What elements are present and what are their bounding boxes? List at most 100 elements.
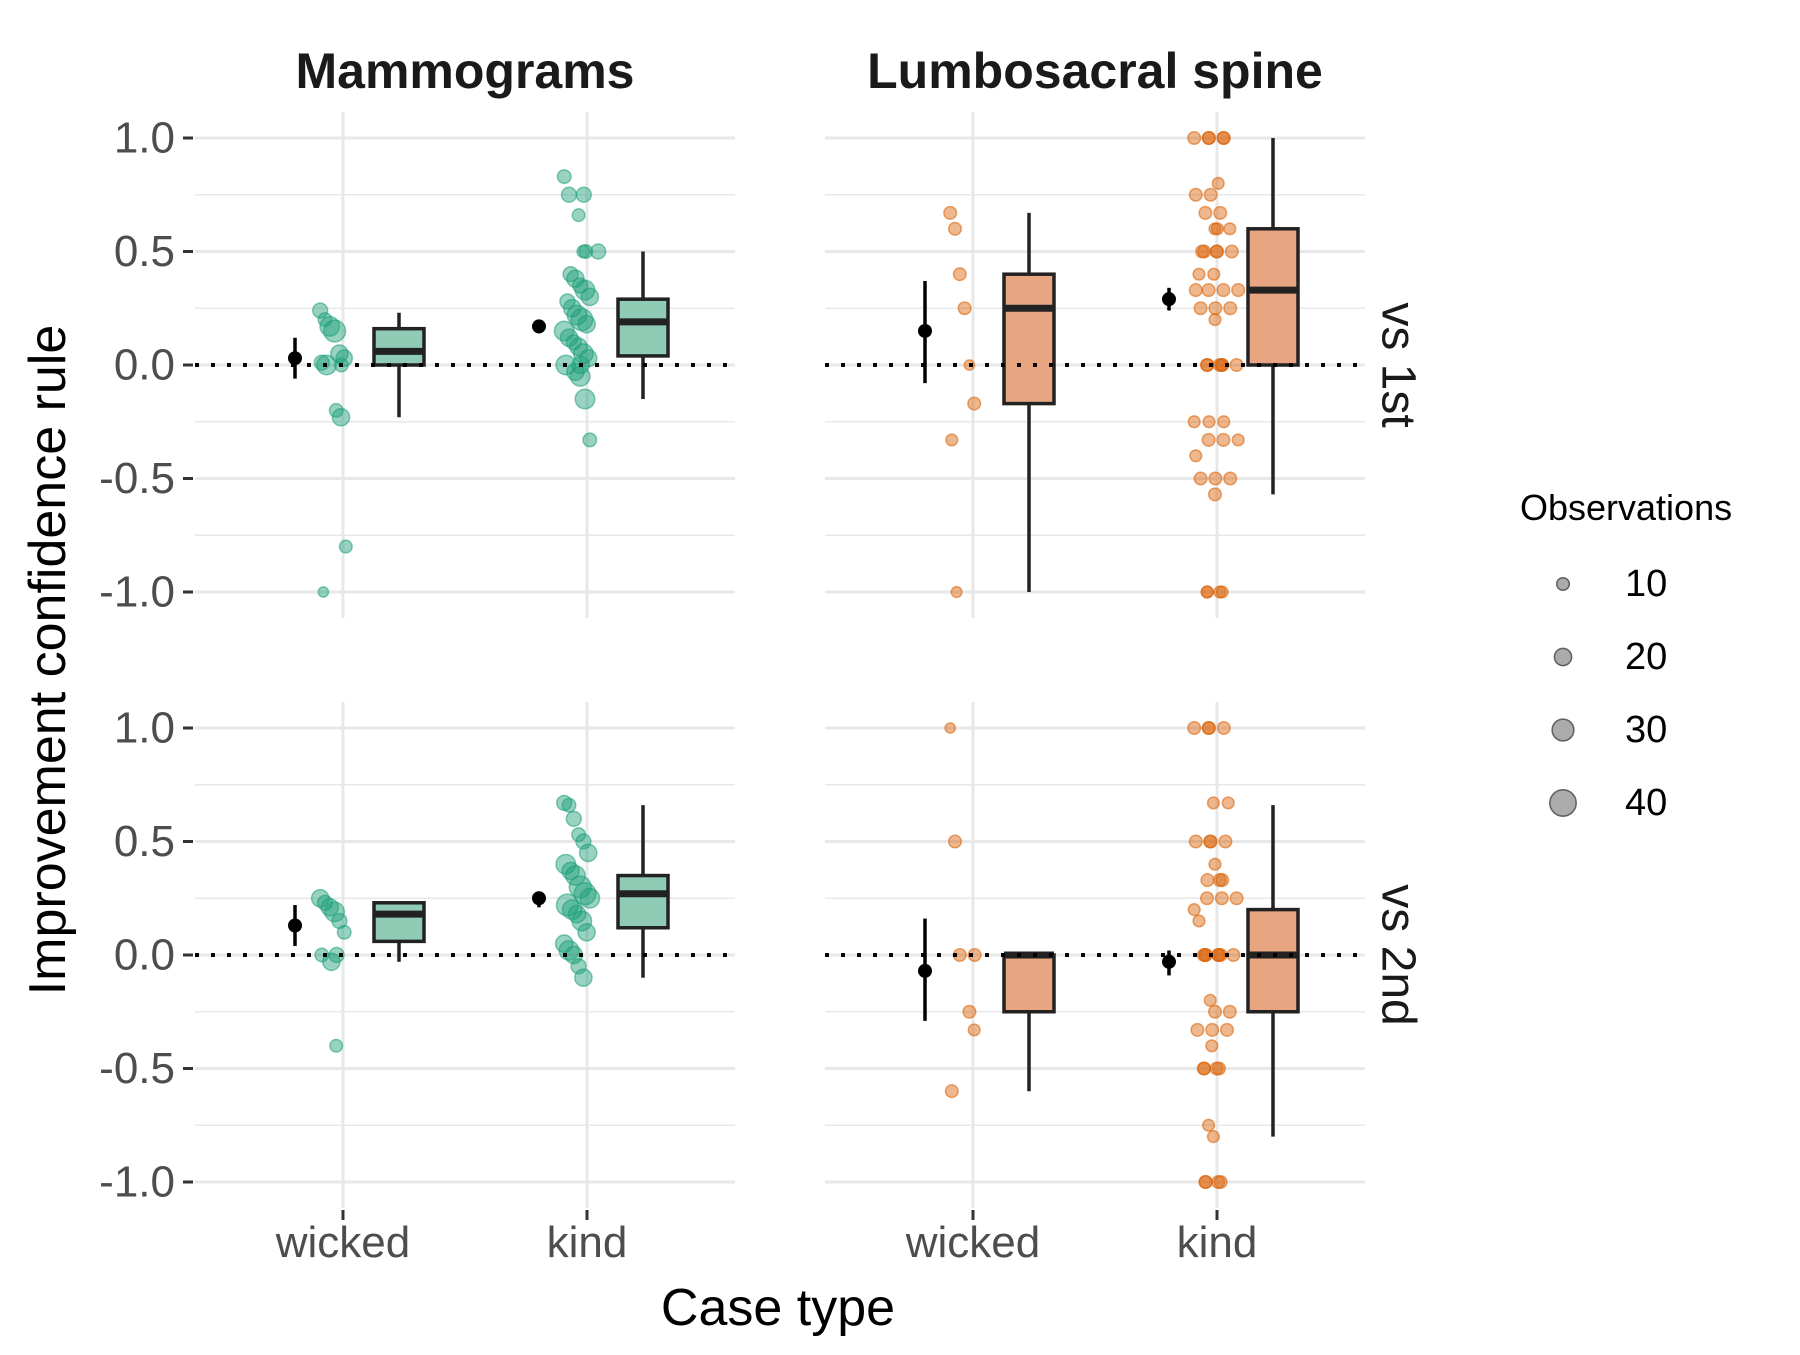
data-point-lumbosacral-spine-vs-2nd-kind — [1222, 1004, 1237, 1019]
data-point-lumbosacral-spine-vs-1st-kind — [1209, 244, 1224, 259]
legend-label-10: 10 — [1625, 563, 1667, 605]
data-point-mammograms-vs-2nd-kind — [561, 797, 577, 813]
legend-key-30 — [1551, 718, 1575, 742]
boxplot-box-lumbosacral-spine-vs-1st-wicked — [1002, 272, 1056, 406]
data-point-lumbosacral-spine-vs-2nd-kind — [1208, 857, 1222, 871]
data-point-lumbosacral-spine-vs-2nd-kind — [1219, 1022, 1235, 1037]
data-point-mammograms-vs-1st-kind — [574, 388, 596, 410]
data-point-lumbosacral-spine-vs-1st-kind — [1208, 313, 1222, 327]
y-tick-label: -0.5 — [99, 454, 175, 503]
x-tick-label-kind: kind — [1177, 1218, 1258, 1267]
y-tick-label: -1.0 — [99, 568, 175, 617]
panel-mammograms-vs-1st: 1.0 0.5 0.0 -0.5 -1.0 — [99, 112, 735, 618]
data-point-lumbosacral-spine-vs-2nd-kind — [1206, 796, 1220, 810]
data-point-lumbosacral-spine-vs-2nd-kind — [1187, 720, 1202, 736]
data-point-lumbosacral-spine-vs-1st-kind — [1188, 283, 1203, 298]
panel-lumbosacral-spine-vs-2nd: wicked kind — [825, 702, 1365, 1267]
y-tick-label: -1.0 — [99, 1158, 175, 1207]
data-point-lumbosacral-spine-vs-2nd-kind — [1192, 914, 1206, 928]
panel-mammograms-vs-2nd: 1.0 0.5 0.0 -0.5 -1.0 wicked kind — [99, 702, 735, 1267]
data-point-lumbosacral-spine-vs-1st-kind — [1211, 176, 1225, 190]
legend-label-20: 20 — [1625, 636, 1667, 678]
y-tick-label: 0.0 — [114, 341, 175, 390]
data-point-lumbosacral-spine-vs-1st-kind — [1202, 415, 1216, 429]
data-point-lumbosacral-spine-vs-1st-kind — [1215, 585, 1229, 599]
data-point-lumbosacral-spine-vs-1st-kind — [1213, 205, 1228, 220]
data-point-mammograms-vs-1st-kind — [556, 169, 572, 185]
data-point-mammograms-vs-1st-kind — [572, 277, 589, 294]
y-tick-label: 0.5 — [114, 227, 175, 276]
data-point-mammograms-vs-2nd-kind — [578, 843, 598, 863]
data-point-lumbosacral-spine-vs-2nd-kind — [1207, 1004, 1223, 1019]
data-point-lumbosacral-spine-vs-2nd-kind — [1198, 1174, 1213, 1190]
data-point-lumbosacral-spine-vs-1st-kind — [1188, 187, 1203, 202]
data-point-lumbosacral-spine-vs-2nd-wicked — [967, 1023, 981, 1037]
data-point-lumbosacral-spine-vs-1st-kind — [1216, 130, 1231, 146]
data-point-lumbosacral-spine-vs-2nd-kind — [1187, 903, 1201, 917]
data-point-lumbosacral-spine-vs-2nd-kind — [1205, 1022, 1220, 1037]
data-point-lumbosacral-spine-vs-1st-kind — [1208, 471, 1223, 486]
panel-lumbosacral-spine-vs-1st — [825, 112, 1365, 618]
data-point-mammograms-vs-1st-wicked — [338, 539, 353, 554]
data-point-lumbosacral-spine-vs-2nd-wicked — [944, 1084, 959, 1099]
data-point-lumbosacral-spine-vs-1st-kind — [1207, 267, 1221, 281]
data-point-lumbosacral-spine-vs-1st-wicked — [947, 221, 963, 236]
boxplot-box-lumbosacral-spine-vs-1st-kind — [1246, 227, 1300, 367]
data-point-lumbosacral-spine-vs-2nd-wicked — [967, 947, 982, 963]
data-point-mammograms-vs-2nd-kind — [571, 910, 593, 932]
data-point-lumbosacral-spine-vs-2nd-kind — [1221, 796, 1235, 810]
mean-point-lumbosacral-spine-vs-2nd-wicked — [918, 963, 932, 978]
data-point-lumbosacral-spine-vs-2nd-kind — [1203, 993, 1217, 1007]
data-point-mammograms-vs-1st-wicked — [312, 302, 329, 319]
data-point-lumbosacral-spine-vs-1st-kind — [1207, 487, 1223, 502]
data-point-lumbosacral-spine-vs-2nd-kind — [1214, 891, 1229, 906]
mean-point-lumbosacral-spine-vs-1st-wicked — [918, 323, 932, 338]
legend-title: Observations — [1520, 487, 1732, 528]
data-point-mammograms-vs-2nd-kind — [577, 922, 596, 942]
mean-point-mammograms-vs-1st-wicked — [288, 351, 302, 366]
data-point-lumbosacral-spine-vs-2nd-kind — [1218, 834, 1233, 849]
x-tick-label-wicked: wicked — [905, 1218, 1041, 1267]
data-point-mammograms-vs-1st-kind — [582, 432, 598, 448]
data-point-lumbosacral-spine-vs-1st-kind — [1216, 283, 1231, 298]
data-point-lumbosacral-spine-vs-2nd-kind — [1206, 1130, 1220, 1144]
data-point-mammograms-vs-1st-kind — [578, 243, 594, 260]
data-point-mammograms-vs-2nd-kind — [565, 810, 582, 827]
row-strip-label-vs-2nd: vs 2nd — [1371, 884, 1424, 1025]
data-point-lumbosacral-spine-vs-2nd-kind — [1196, 1061, 1211, 1076]
data-point-mammograms-vs-1st-wicked — [322, 319, 347, 343]
data-point-lumbosacral-spine-vs-1st-kind — [1192, 267, 1206, 281]
mean-point-mammograms-vs-2nd-wicked — [288, 918, 302, 933]
data-point-mammograms-vs-1st-kind — [578, 348, 598, 368]
data-point-mammograms-vs-2nd-kind — [570, 958, 587, 975]
data-point-lumbosacral-spine-vs-1st-kind — [1223, 222, 1237, 236]
data-point-lumbosacral-spine-vs-1st-kind — [1231, 433, 1245, 447]
data-point-mammograms-vs-1st-kind — [572, 343, 594, 365]
row-strip-label-vs-1st: vs 1st — [1371, 302, 1424, 427]
data-point-lumbosacral-spine-vs-2nd-kind — [1202, 1118, 1216, 1132]
y-axis-title: Improvement confidence rule — [19, 325, 77, 996]
data-point-lumbosacral-spine-vs-2nd-wicked — [944, 722, 957, 734]
mean-point-lumbosacral-spine-vs-1st-kind — [1162, 292, 1176, 307]
data-point-mammograms-vs-2nd-kind — [574, 968, 593, 988]
x-tick-label-kind: kind — [547, 1218, 628, 1267]
y-tick-label: 1.0 — [114, 704, 175, 753]
data-point-mammograms-vs-1st-wicked — [319, 315, 341, 337]
data-point-mammograms-vs-1st-wicked — [317, 586, 330, 598]
boxplot-box-mammograms-vs-1st-wicked — [372, 326, 426, 367]
legend-key-20 — [1553, 647, 1573, 667]
data-point-mammograms-vs-1st-kind — [575, 186, 592, 203]
data-point-lumbosacral-spine-vs-1st-kind — [1200, 585, 1214, 599]
data-point-mammograms-vs-1st-kind — [590, 243, 607, 260]
data-point-lumbosacral-spine-vs-1st-kind — [1210, 222, 1224, 236]
x-tick-label-wicked: wicked — [275, 1218, 411, 1267]
boxplot-box-mammograms-vs-1st-kind — [616, 297, 670, 358]
data-point-lumbosacral-spine-vs-2nd-kind — [1199, 891, 1215, 906]
legend-label-40: 40 — [1625, 782, 1667, 824]
data-point-lumbosacral-spine-vs-1st-wicked — [945, 433, 959, 447]
data-point-lumbosacral-spine-vs-2nd-kind — [1229, 891, 1244, 906]
data-point-mammograms-vs-2nd-wicked — [322, 952, 341, 972]
y-tick-label: 0.5 — [114, 817, 175, 866]
data-point-lumbosacral-spine-vs-1st-kind — [1189, 449, 1203, 463]
data-point-lumbosacral-spine-vs-2nd-kind — [1188, 834, 1203, 849]
